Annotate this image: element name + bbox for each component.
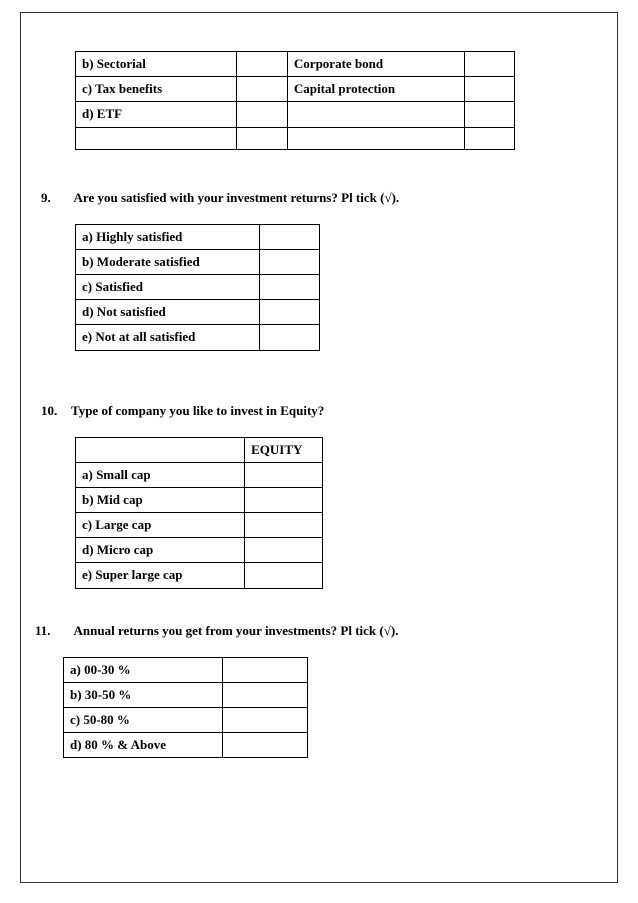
- question-label: Type of company you like to invest in Eq…: [71, 403, 324, 418]
- table-row: b) 30-50 %: [64, 682, 308, 707]
- tick-cell: [223, 733, 308, 758]
- option-cell: b) 30-50 %: [64, 682, 223, 707]
- tick-cell: [223, 708, 308, 733]
- table-row: d) 80 % & Above: [64, 733, 308, 758]
- tick-cell: [245, 513, 323, 538]
- tick-cell: [260, 249, 320, 274]
- cell-blank: [237, 52, 287, 77]
- cell-left: b) Sectorial: [76, 52, 237, 77]
- table-top-section: b) Sectorial Corporate bond c) Tax benef…: [51, 51, 587, 150]
- option-cell: a) Small cap: [76, 462, 245, 487]
- tick-cell: [260, 300, 320, 325]
- cell-blank: [237, 127, 287, 149]
- tick-cell: [260, 274, 320, 299]
- cell-blank: [464, 127, 514, 149]
- cell-left: [76, 127, 237, 149]
- table-row: c) Satisfied: [76, 274, 320, 299]
- question-number: 11.: [57, 623, 71, 639]
- option-cell: e) Not at all satisfied: [76, 325, 260, 350]
- cell-blank: [464, 102, 514, 127]
- tick-cell: [260, 224, 320, 249]
- table-row: e) Not at all satisfied: [76, 325, 320, 350]
- page: b) Sectorial Corporate bond c) Tax benef…: [0, 0, 638, 903]
- option-cell: a) Highly satisfied: [76, 224, 260, 249]
- option-cell: b) Moderate satisfied: [76, 249, 260, 274]
- cell-right: Capital protection: [287, 77, 464, 102]
- cell-left: c) Tax benefits: [76, 77, 237, 102]
- tick-cell: [260, 325, 320, 350]
- table-row: d) Not satisfied: [76, 300, 320, 325]
- table-row: b) Mid cap: [76, 487, 323, 512]
- cell-left: d) ETF: [76, 102, 237, 127]
- tick-cell: [245, 462, 323, 487]
- option-cell: c) Satisfied: [76, 274, 260, 299]
- table-returns: a) 00-30 % b) 30-50 % c) 50-80 % d) 80 %…: [63, 657, 308, 759]
- table-equity: EQUITY a) Small cap b) Mid cap c) Large …: [75, 437, 323, 589]
- cell-blank: [464, 52, 514, 77]
- table-row: a) 00-30 %: [64, 657, 308, 682]
- option-cell: d) Not satisfied: [76, 300, 260, 325]
- table-row: e) Super large cap: [76, 563, 323, 588]
- table-row: c) 50-80 %: [64, 708, 308, 733]
- cell-right: [287, 102, 464, 127]
- table-row: a) Highly satisfied: [76, 224, 320, 249]
- table-row: c) Large cap: [76, 513, 323, 538]
- cell-blank: [464, 77, 514, 102]
- page-frame: b) Sectorial Corporate bond c) Tax benef…: [20, 12, 618, 883]
- table-header-row: EQUITY: [76, 437, 323, 462]
- question-9-text: 9. Are you satisfied with your investmen…: [67, 190, 587, 206]
- header-equity: EQUITY: [245, 437, 323, 462]
- cell-blank: [237, 77, 287, 102]
- question-number: 10.: [57, 403, 71, 419]
- cell-right: Corporate bond: [287, 52, 464, 77]
- cell-blank: [237, 102, 287, 127]
- question-number: 9.: [57, 190, 71, 206]
- tick-cell: [223, 657, 308, 682]
- header-blank: [76, 437, 245, 462]
- tick-cell: [245, 563, 323, 588]
- question-label: Are you satisfied with your investment r…: [74, 190, 400, 205]
- table-sectorial: b) Sectorial Corporate bond c) Tax benef…: [75, 51, 515, 150]
- question-11-text: 11. Annual returns you get from your inv…: [73, 623, 587, 639]
- option-cell: d) Micro cap: [76, 538, 245, 563]
- table-row: b) Moderate satisfied: [76, 249, 320, 274]
- question-11-section: 11. Annual returns you get from your inv…: [51, 623, 587, 759]
- table-row: c) Tax benefits Capital protection: [76, 77, 515, 102]
- option-cell: c) 50-80 %: [64, 708, 223, 733]
- tick-cell: [245, 538, 323, 563]
- table-row: [76, 127, 515, 149]
- option-cell: e) Super large cap: [76, 563, 245, 588]
- table-row: a) Small cap: [76, 462, 323, 487]
- question-9-section: 9. Are you satisfied with your investmen…: [51, 190, 587, 351]
- tick-cell: [245, 487, 323, 512]
- question-label: Annual returns you get from your investm…: [74, 623, 399, 638]
- option-cell: a) 00-30 %: [64, 657, 223, 682]
- question-10-text: 10.Type of company you like to invest in…: [67, 403, 587, 419]
- table-row: b) Sectorial Corporate bond: [76, 52, 515, 77]
- table-row: d) ETF: [76, 102, 515, 127]
- option-cell: c) Large cap: [76, 513, 245, 538]
- tick-cell: [223, 682, 308, 707]
- table-satisfaction: a) Highly satisfied b) Moderate satisfie…: [75, 224, 320, 351]
- question-10-section: 10.Type of company you like to invest in…: [51, 403, 587, 589]
- cell-right: [287, 127, 464, 149]
- option-cell: b) Mid cap: [76, 487, 245, 512]
- table-row: d) Micro cap: [76, 538, 323, 563]
- option-cell: d) 80 % & Above: [64, 733, 223, 758]
